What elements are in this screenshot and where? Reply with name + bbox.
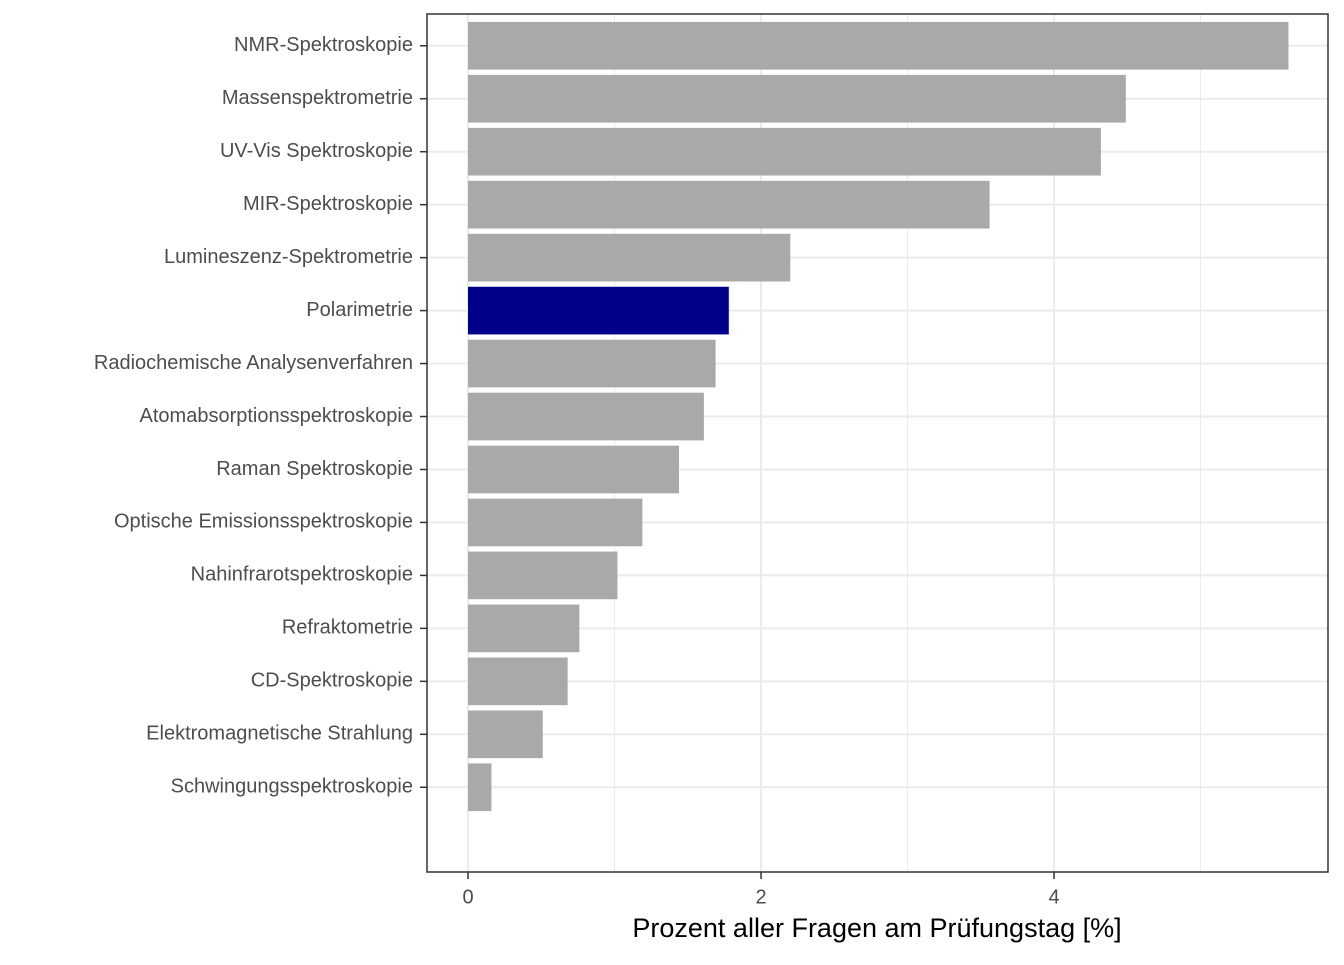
bar bbox=[468, 604, 580, 653]
x-tick-label: 4 bbox=[1048, 886, 1059, 908]
y-tick-label: Polarimetrie bbox=[306, 299, 413, 321]
y-tick-label: Atomabsorptionsspektroskopie bbox=[140, 405, 413, 427]
bar bbox=[468, 657, 568, 706]
y-tick-label: Radiochemische Analysenverfahren bbox=[94, 352, 413, 374]
y-tick-label: Lumineszenz-Spektrometrie bbox=[164, 246, 413, 268]
y-tick-label: Massenspektrometrie bbox=[222, 87, 413, 109]
bar bbox=[468, 551, 618, 600]
bar bbox=[468, 710, 543, 759]
bar bbox=[468, 74, 1126, 123]
y-tick-label: Raman Spektroskopie bbox=[216, 458, 413, 480]
y-tick-label: Schwingungsspektroskopie bbox=[171, 776, 413, 798]
x-tick-label: 0 bbox=[462, 886, 473, 908]
x-axis-title: Prozent aller Fragen am Prüfungstag [%] bbox=[632, 913, 1121, 943]
y-tick-label: UV-Vis Spektroskopie bbox=[220, 140, 413, 162]
bar bbox=[468, 339, 716, 388]
bar bbox=[468, 445, 679, 494]
panel-border bbox=[426, 13, 1329, 873]
x-tick-label: 2 bbox=[755, 886, 766, 908]
bar bbox=[468, 127, 1101, 176]
bar bbox=[468, 21, 1289, 70]
y-tick-label: Elektromagnetische Strahlung bbox=[146, 723, 413, 745]
bar bbox=[468, 233, 791, 282]
bar bbox=[468, 763, 492, 812]
y-tick-label: Refraktometrie bbox=[282, 617, 413, 639]
bar bbox=[468, 180, 990, 229]
y-tick-label: CD-Spektroskopie bbox=[251, 670, 413, 692]
bar bbox=[468, 286, 729, 335]
bar bbox=[468, 392, 704, 441]
y-tick-label: NMR-Spektroskopie bbox=[234, 34, 413, 56]
bar bbox=[468, 498, 643, 547]
y-tick-label: Nahinfrarotspektroskopie bbox=[191, 564, 413, 586]
y-tick-label: MIR-Spektroskopie bbox=[243, 193, 413, 215]
y-tick-label: Optische Emissionsspektroskopie bbox=[114, 511, 413, 533]
